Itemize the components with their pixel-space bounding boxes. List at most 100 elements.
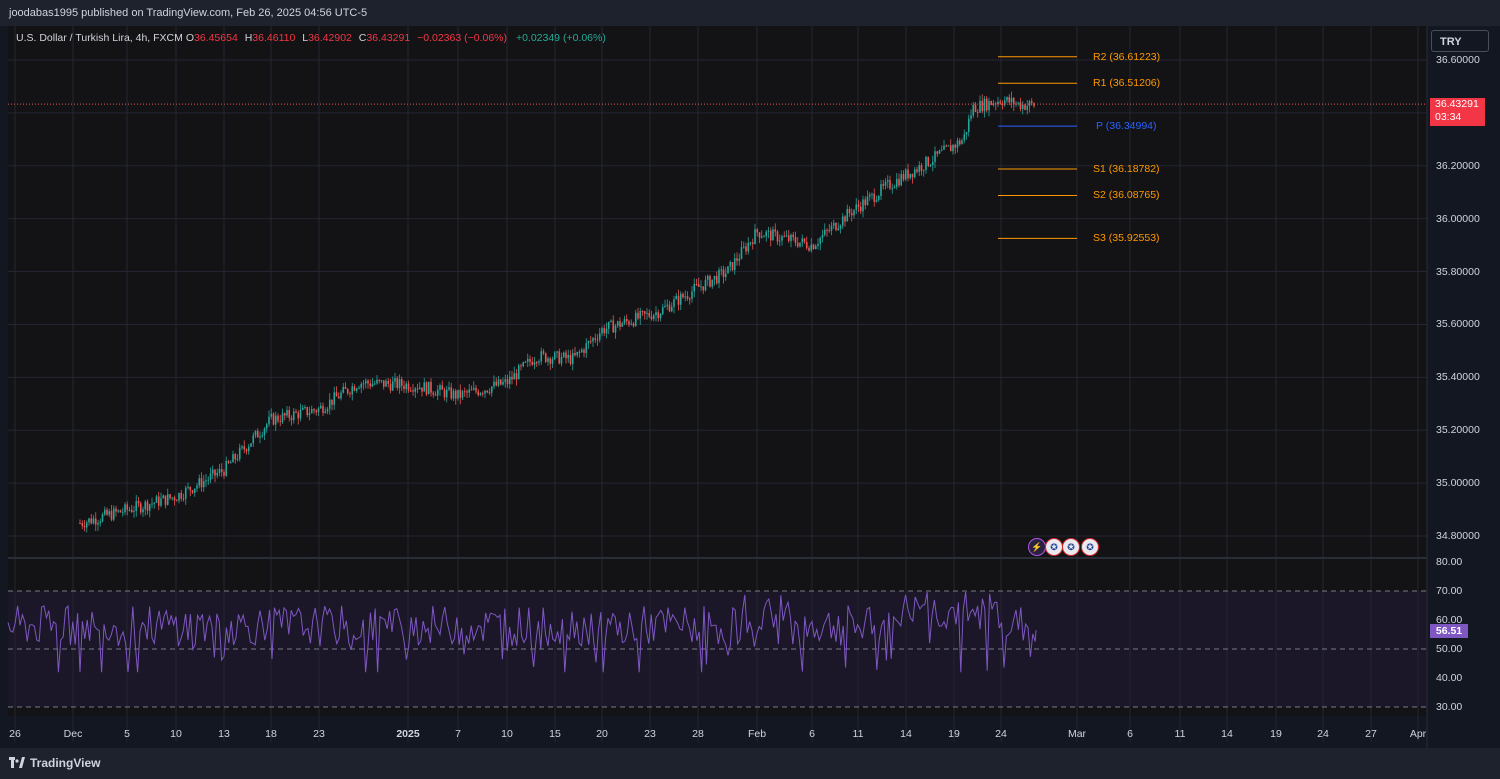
candle-body — [142, 509, 144, 513]
candle-body — [403, 385, 405, 390]
y-tick-label: 35.20000 — [1436, 424, 1480, 437]
candle-body — [929, 165, 932, 167]
candle-body — [569, 354, 572, 364]
symbol-name[interactable]: U.S. Dollar / Turkish Lira, 4h, FXCM — [16, 32, 183, 44]
candle-body — [952, 144, 954, 152]
candle-body — [504, 379, 507, 382]
candle-body — [369, 383, 372, 387]
candle-body — [499, 379, 502, 385]
candle-body — [882, 184, 885, 186]
y-tick-label: 35.40000 — [1436, 371, 1480, 384]
candle-body — [909, 173, 912, 179]
candle-body — [202, 481, 205, 488]
candle-body — [324, 411, 327, 414]
x-tick-label: 18 — [265, 728, 277, 740]
candle-body — [272, 413, 275, 425]
candle-body — [925, 156, 927, 170]
candle-body — [126, 504, 129, 510]
candle-body — [452, 390, 455, 399]
candle-body — [488, 392, 491, 394]
candle-body — [895, 178, 898, 187]
candle-body — [691, 291, 693, 299]
us-flag-icon[interactable]: ✪ — [1045, 538, 1063, 556]
candle-body — [340, 392, 342, 399]
currency-button[interactable]: TRY — [1431, 30, 1489, 52]
x-tick-label: 2025 — [396, 728, 420, 740]
y-tick-label: 36.00000 — [1436, 212, 1480, 225]
pivot-label-p: P (36.34994) — [1096, 120, 1157, 133]
candle-body — [299, 409, 302, 419]
candle-body — [198, 478, 201, 486]
candle-body — [92, 518, 95, 524]
candle-body — [274, 415, 277, 425]
candle-body — [1017, 102, 1020, 104]
candle-body — [783, 236, 786, 238]
candle-body — [387, 380, 390, 385]
chart-area[interactable] — [0, 26, 1500, 748]
candle-body — [484, 390, 486, 394]
candle-body — [225, 460, 228, 476]
lightning-icon[interactable]: ⚡ — [1028, 538, 1046, 556]
candle-body — [1008, 97, 1011, 103]
x-tick-label: 14 — [900, 728, 912, 740]
candle-body — [765, 231, 768, 237]
candle-body — [605, 328, 608, 334]
candle-body — [344, 386, 347, 389]
tradingview-brand: TradingView — [30, 756, 101, 770]
candle-body — [594, 338, 597, 340]
candle-body — [106, 509, 108, 515]
price-panel-bg — [8, 26, 1427, 558]
candle-body — [580, 349, 583, 352]
candle-body — [679, 293, 682, 305]
candle-body — [97, 522, 99, 525]
candle-body — [513, 373, 516, 380]
x-tick-label: 15 — [549, 728, 561, 740]
candle-body — [184, 487, 187, 499]
candle-body — [1021, 104, 1024, 110]
candle-body — [880, 184, 882, 196]
publisher-bar: joodabas1995 published on TradingView.co… — [0, 0, 1500, 26]
candle-body — [839, 225, 842, 229]
candle-body — [965, 132, 968, 135]
candle-body — [616, 321, 619, 326]
candle-body — [945, 145, 948, 147]
candle-body — [785, 235, 788, 237]
candle-body — [961, 140, 963, 145]
candle-body — [628, 321, 630, 325]
candle-body — [1006, 97, 1008, 101]
candle-body — [529, 359, 531, 362]
candle-body — [700, 286, 702, 288]
candle-body — [781, 236, 783, 241]
high-value: 36.46110 — [252, 32, 296, 44]
candle-body — [535, 362, 538, 364]
x-tick-label: 27 — [1365, 728, 1377, 740]
candle-body — [778, 240, 781, 242]
candle-body — [454, 390, 457, 399]
candle-body — [661, 307, 664, 314]
candle-body — [823, 229, 826, 235]
us-flag-icon[interactable]: ✪ — [1081, 538, 1099, 556]
candle-body — [666, 304, 669, 306]
candle-body — [524, 361, 527, 363]
y-tick-label: 35.60000 — [1436, 318, 1480, 331]
candle-body — [659, 313, 662, 319]
candle-body — [657, 312, 660, 319]
candle-body — [790, 234, 792, 242]
candle-body — [124, 504, 126, 513]
us-flag-icon[interactable]: ✪ — [1062, 538, 1080, 556]
x-tick-label: 19 — [948, 728, 960, 740]
candle-body — [670, 306, 673, 312]
candle-body — [430, 381, 432, 393]
x-tick-label: 23 — [313, 728, 325, 740]
x-tick-label: 11 — [1174, 728, 1186, 740]
candle-body — [337, 396, 340, 399]
candle-body — [1010, 98, 1013, 103]
candle-body — [947, 145, 950, 147]
candle-body — [751, 242, 754, 245]
x-tick-label: 26 — [9, 728, 21, 740]
candle-body — [805, 242, 808, 249]
candle-body — [297, 412, 300, 419]
candle-body — [675, 295, 678, 300]
candle-body — [263, 428, 266, 436]
candle-body — [981, 100, 984, 112]
